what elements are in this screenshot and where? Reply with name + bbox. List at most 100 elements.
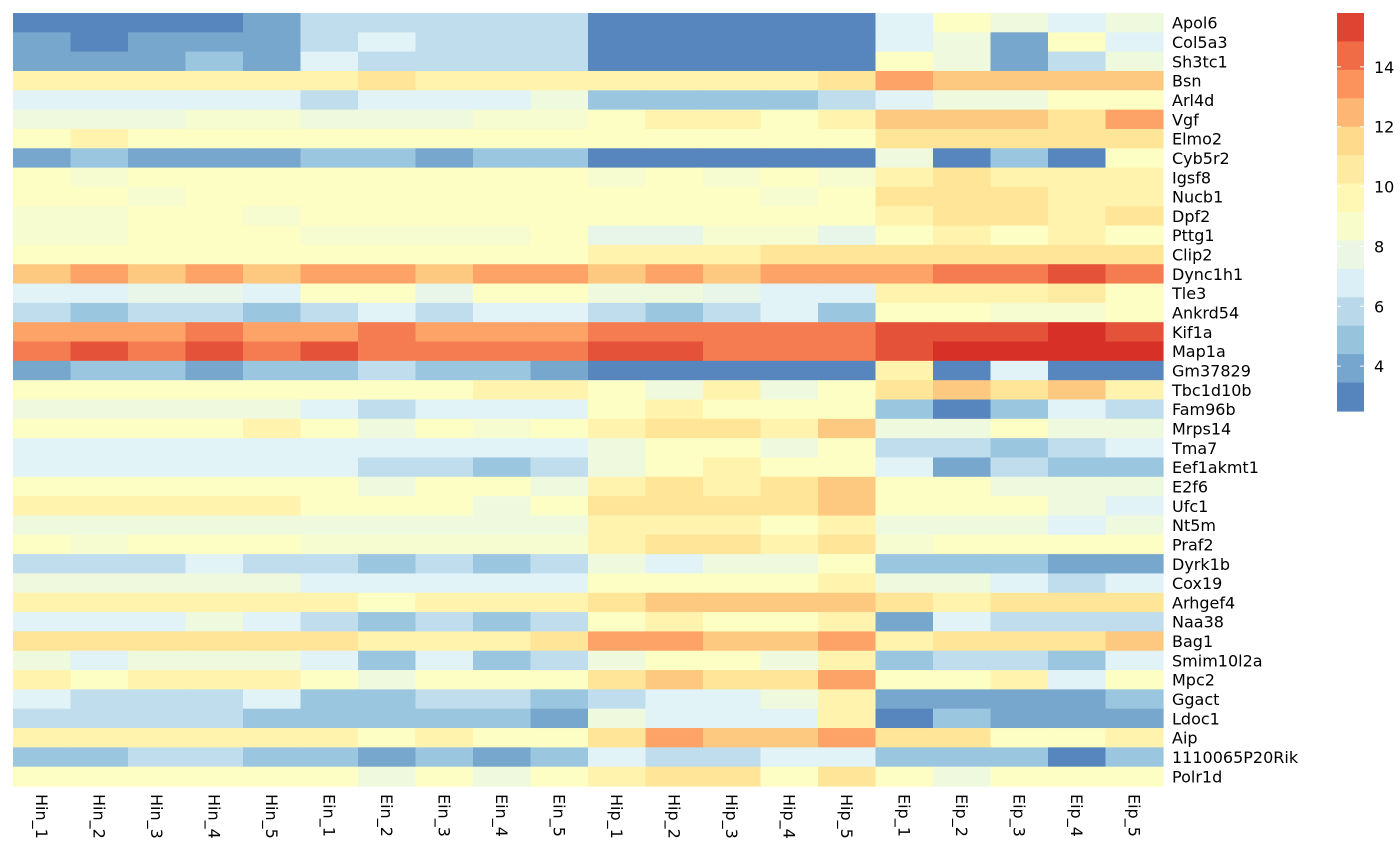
column-label: Hin_5 <box>261 794 281 839</box>
heatmap-cell <box>185 90 244 111</box>
heatmap-cell <box>645 51 704 72</box>
heatmap-cell <box>530 90 589 111</box>
heatmap-cell <box>1048 534 1107 555</box>
heatmap-cell <box>875 109 934 130</box>
heatmap-cell <box>13 109 72 130</box>
heatmap-cell <box>530 32 589 53</box>
heatmap-cell <box>818 70 877 91</box>
legend-swatch <box>1337 212 1364 242</box>
heatmap-cell <box>243 747 302 768</box>
heatmap-cell <box>760 70 819 91</box>
heatmap-cell <box>70 496 129 517</box>
heatmap-cell <box>473 650 532 671</box>
heatmap-cell <box>128 534 187 555</box>
heatmap-cell <box>358 670 417 690</box>
heatmap-cell <box>933 650 992 671</box>
heatmap-cell <box>933 148 992 169</box>
row-label: Map1a <box>1172 342 1226 361</box>
heatmap-cell <box>1048 264 1107 285</box>
heatmap-cell <box>358 496 417 517</box>
heatmap-cell <box>760 109 819 130</box>
heatmap-cell <box>933 573 992 594</box>
heatmap-cell <box>70 70 129 91</box>
heatmap-cell <box>875 554 934 575</box>
heatmap-cell <box>70 399 129 420</box>
heatmap-cell <box>588 167 647 188</box>
heatmap-cell <box>473 573 532 594</box>
heatmap-cell <box>588 341 647 362</box>
heatmap-cell <box>645 592 704 613</box>
heatmap-cell <box>530 264 589 285</box>
heatmap-cell <box>300 457 359 478</box>
heatmap-cell <box>415 592 474 613</box>
heatmap-cell <box>1105 186 1164 207</box>
heatmap-cell <box>415 689 474 710</box>
heatmap-cell <box>243 128 302 149</box>
heatmap-cell <box>645 670 704 690</box>
heatmap-cell <box>1105 380 1164 401</box>
heatmap-cell <box>185 380 244 401</box>
heatmap-cell <box>1048 128 1107 149</box>
heatmap-cell <box>415 418 474 439</box>
heatmap-cell <box>300 650 359 671</box>
heatmap-cell <box>70 689 129 710</box>
heatmap-cell <box>243 148 302 169</box>
heatmap-cell <box>990 612 1049 632</box>
heatmap-cell <box>1048 322 1107 343</box>
legend-tick-label: 14 <box>1374 58 1394 77</box>
heatmap-cell <box>875 399 934 420</box>
heatmap-cell <box>875 360 934 381</box>
row-labels: Apol6Col5a3Sh3tc1BsnArl4dVgfElmo2Cyb5r2I… <box>1171 14 1299 787</box>
heatmap-cell <box>645 515 704 536</box>
heatmap-cell <box>818 302 877 323</box>
heatmap-cell <box>473 438 532 459</box>
row-label: Praf2 <box>1172 535 1214 554</box>
heatmap-cell <box>185 612 244 632</box>
heatmap-cell <box>875 573 934 594</box>
heatmap-cell <box>185 13 244 33</box>
heatmap-cell <box>933 689 992 710</box>
heatmap-cell <box>415 244 474 265</box>
heatmap-cell <box>13 457 72 478</box>
heatmap-cell <box>13 650 72 671</box>
heatmap-cell <box>415 109 474 130</box>
heatmap-cell <box>128 399 187 420</box>
heatmap-cell <box>875 283 934 304</box>
heatmap-cell <box>128 747 187 768</box>
heatmap-cell <box>473 689 532 710</box>
heatmap-cell <box>415 380 474 401</box>
heatmap-cell <box>185 167 244 188</box>
heatmap-cell <box>588 747 647 768</box>
heatmap-cell <box>358 554 417 575</box>
heatmap-cell <box>358 689 417 710</box>
heatmap-cell <box>185 689 244 710</box>
heatmap-cell <box>1105 554 1164 575</box>
heatmap-cell <box>875 708 934 729</box>
heatmap-cell <box>70 670 129 690</box>
heatmap-cell <box>185 573 244 594</box>
heatmap-cell <box>818 670 877 690</box>
heatmap-cell <box>588 70 647 91</box>
row-label: Cyb5r2 <box>1172 149 1230 168</box>
heatmap-cell <box>703 399 762 420</box>
row-label: Arl4d <box>1172 91 1214 110</box>
heatmap-cell <box>703 457 762 478</box>
heatmap-cell <box>1048 302 1107 323</box>
heatmap-cell <box>473 13 532 33</box>
heatmap-cell <box>588 302 647 323</box>
heatmap-cell <box>300 302 359 323</box>
row-label: Sh3tc1 <box>1172 52 1228 71</box>
heatmap-cell <box>1105 612 1164 632</box>
heatmap-cell <box>645 689 704 710</box>
heatmap-cell <box>243 167 302 188</box>
heatmap-cell <box>185 322 244 343</box>
heatmap-cell <box>588 32 647 53</box>
heatmap-cell <box>185 670 244 690</box>
heatmap-cell <box>703 167 762 188</box>
heatmap-cell <box>300 264 359 285</box>
heatmap-cell <box>933 13 992 33</box>
heatmap-cell <box>185 496 244 517</box>
heatmap-cell <box>128 32 187 53</box>
heatmap-cell <box>473 399 532 420</box>
heatmap-cell <box>1105 206 1164 227</box>
